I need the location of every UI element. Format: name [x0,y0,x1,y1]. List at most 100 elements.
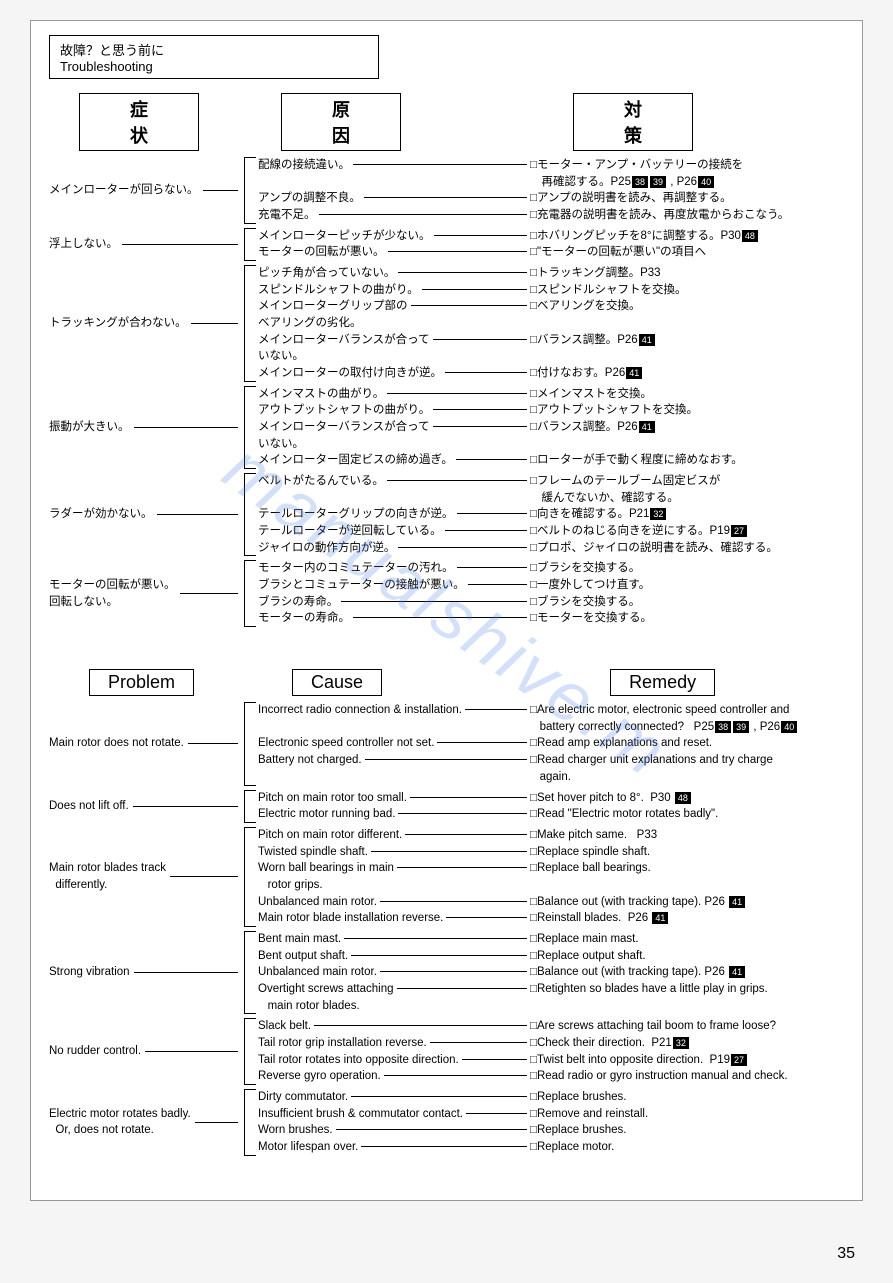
remedy-cell: □ホバリングピッチを8°に調整する。P3048 [530,228,844,245]
cause-cell: Electric motor running bad. [258,806,530,823]
cause-remedy-block: モーター内のコミュテーターの汚れ。□ブラシを交換する。ブラシとコミュテーターの接… [258,560,844,627]
remedy-cell: □ベアリングを交換。 [530,298,844,331]
remedy-text: □ベルトのねじる向きを逆にする。P19 [530,525,730,537]
connector-line [405,834,527,835]
page-ref-badge: 27 [731,1054,747,1066]
remedy-text: □一度外してつけ直す。 [530,579,650,591]
cause-cell: メインマストの曲がり。 [258,386,530,403]
remedy-text: □ブラシを交換する。 [530,596,640,608]
troubleshoot-group: 振動が大きい。メインマストの曲がり。□メインマストを交換。アウトプットシャフトの… [49,386,844,469]
page-ref-badge: 40 [781,721,797,733]
page-ref-badge: 41 [729,966,745,978]
cause-remedy-row: Bent output shaft.□Replace output shaft. [258,948,844,965]
cause-remedy-row: ブラシの寿命。□ブラシを交換する。 [258,594,844,611]
cause-cell: Main rotor blade installation reverse. [258,910,530,927]
remedy-text: □メインマストを交換。 [530,388,652,400]
cause-text: メインローターピッチが少ない。 [258,228,431,245]
cause-text: 充電不足。 [258,207,316,224]
cause-cell: Motor lifespan over. [258,1139,530,1156]
cause-remedy-row: メインローター固定ビスの締め過ぎ。 □ローターが手で動く程度に締めなおす。 [258,452,844,469]
cause-text: Tail rotor grip installation reverse. [258,1035,427,1052]
connector-line [351,955,527,956]
cause-cell: モーター内のコミュテーターの汚れ。 [258,560,530,577]
cause-cell: アウトプットシャフトの曲がり。 [258,402,530,419]
bracket-icon [244,157,256,224]
cause-remedy-row: Worn ball bearings in main rotor grips.□… [258,860,844,893]
remedy-cell: □"モーターの回転が悪い"の項目へ [530,244,844,261]
remedy-text: □Replace brushes. [530,1091,626,1103]
cause-remedy-row: Bent main mast. □Replace main mast. [258,931,844,948]
connector-line [188,743,238,744]
cause-cell: テールローターが逆回転している。 [258,523,530,540]
cause-cell: Unbalanced main rotor. [258,964,530,981]
bracket-icon [244,931,256,1014]
connector-line [353,164,527,165]
cause-text: テールローターグリップの向きが逆。 [258,506,454,523]
connector-line [180,593,239,594]
cause-text: Bent main mast. [258,931,341,948]
remedy-cell: □Replace brushes. [530,1089,844,1106]
symptom-cell: トラッキングが合わない。 [49,315,244,332]
cause-remedy-row: 充電不足。□充電器の説明書を読み、再度放電からおこなう。 [258,207,844,224]
remedy-cell: □Replace main mast. [530,931,844,948]
page-ref-badge: 39 [650,176,666,188]
cause-text: ベルトがたるんでいる。 [258,473,384,490]
connector-line [365,759,527,760]
cause-remedy-row: Pitch on main rotor different.□Make pitc… [258,827,844,844]
connector-line [398,547,527,548]
page-ref-badge: 41 [639,334,655,346]
cause-cell: 充電不足。 [258,207,530,224]
remedy-cell: □Are screws attaching tail boom to frame… [530,1018,844,1035]
cause-text: ブラシとコミュテーターの接触が悪い。 [258,577,465,594]
cause-text: Main rotor blade installation reverse. [258,910,443,927]
remedy-text: □向きを確認する。P21 [530,508,649,520]
header-remedy-jp: 対策 [573,93,693,151]
troubleshoot-group: モーターの回転が悪い。 回転しない。モーター内のコミュテーターの汚れ。□ブラシを… [49,560,844,627]
cause-cell: Pitch on main rotor different. [258,827,530,844]
cause-cell: Battery not charged. [258,752,530,785]
cause-cell: Bent main mast. [258,931,530,948]
connector-line [380,971,527,972]
remedy-text: □Replace motor. [530,1141,614,1153]
remedy-text: □スピンドルシャフトを交換。 [530,284,686,296]
remedy-cell: □ブラシを交換する。 [530,560,844,577]
remedy-text: □Replace ball bearings. [530,862,651,874]
cause-cell: Twisted spindle shaft. [258,844,530,861]
cause-remedy-row: Pitch on main rotor too small.□Set hover… [258,790,844,807]
cause-remedy-row: テールローターが逆回転している。□ベルトのねじる向きを逆にする。P1927 [258,523,844,540]
remedy-cell: □バランス調整。P2641 [530,419,844,452]
document-page: manualshive.m 故障？と思う前に Troubleshooting 症… [30,20,863,1201]
remedy-cell: □Twist belt into opposite direction. P19… [530,1052,844,1069]
cause-text: Battery not charged. [258,752,362,769]
connector-line [145,1051,238,1052]
bracket-icon [244,790,256,823]
connector-line [134,972,238,973]
cause-remedy-row: メインマストの曲がり。□メインマストを交換。 [258,386,844,403]
troubleshoot-group: No rudder control.Slack belt.□Are screws… [49,1018,844,1085]
cause-remedy-row: Motor lifespan over.□Replace motor. [258,1139,844,1156]
symptom-text: トラッキングが合わない。 [49,315,187,332]
remedy-cell: □メインマストを交換。 [530,386,844,403]
remedy-text: □フレームのテールブーム固定ビスが 緩んでないか、確認する。 [530,475,720,504]
connector-line [446,917,527,918]
cause-remedy-row: メインローターバランスが合って いない。□バランス調整。P2641 [258,419,844,452]
cause-text: メインローター固定ビスの締め過ぎ。 [258,452,453,469]
title-jp: 故障？と思う前に [60,40,368,59]
connector-line [462,1059,527,1060]
troubleshoot-group: Strong vibrationBent main mast.□Replace … [49,931,844,1014]
connector-line [445,530,527,531]
cause-text: Tail rotor rotates into opposite directi… [258,1052,459,1069]
remedy-cell: □Read amp explanations and reset. [530,735,844,752]
connector-line [380,901,527,902]
cause-remedy-block: Dirty commutator.□Replace brushes.Insuff… [258,1089,844,1156]
symptom-cell: ラダーが効かない。 [49,506,244,523]
bracket-icon [244,702,256,785]
remedy-text: □Check their direction. P21 [530,1037,672,1049]
connector-line [457,513,528,514]
remedy-cell: □フレームのテールブーム固定ビスが 緩んでないか、確認する。 [530,473,844,506]
remedy-text: □Set hover pitch to 8°. P30 [530,792,674,804]
remedy-cell: □ローターが手で動く程度に締めなおす。 [530,452,844,469]
cause-text: メインローターの取付け向きが逆。 [258,365,442,382]
cause-cell: アンプの調整不良。 [258,190,530,207]
cause-text: スピンドルシャフトの曲がり。 [258,282,419,299]
